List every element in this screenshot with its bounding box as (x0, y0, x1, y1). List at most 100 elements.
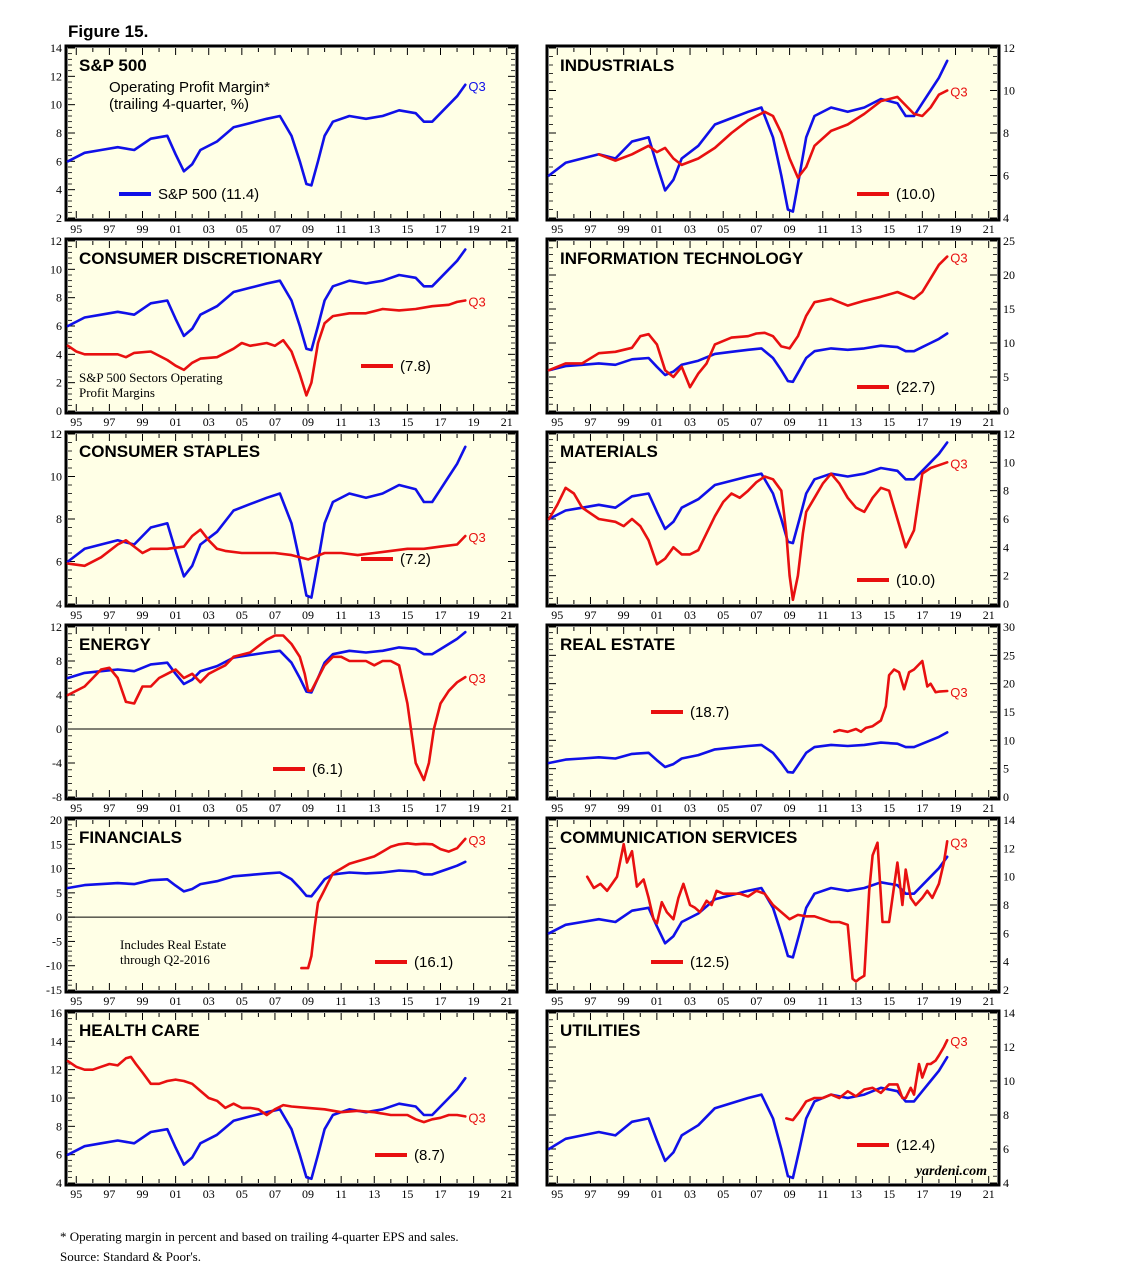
y-tick-label: 12 (50, 620, 62, 634)
x-tick-label: 03 (203, 801, 215, 815)
legend-label: (12.4) (896, 1137, 935, 1154)
x-tick-label: 99 (618, 801, 630, 815)
q3-label: Q3 (950, 85, 967, 100)
x-tick-label: 95 (551, 415, 563, 429)
y-tick-label: 15 (50, 837, 62, 851)
x-tick-label: 95 (551, 994, 563, 1008)
x-tick-label: 03 (203, 1187, 215, 1201)
x-tick-label: 19 (950, 222, 962, 236)
x-tick-label: 09 (784, 608, 796, 622)
panel-title: CONSUMER DISCRETIONARY (79, 249, 324, 268)
panel-background (549, 48, 997, 218)
legend-label: (12.5) (690, 954, 729, 971)
y-tick-label: -8 (52, 790, 62, 804)
series-line-sandp-500 (547, 441, 949, 545)
panel-frame (545, 237, 1001, 415)
x-tick-label: 95 (70, 994, 82, 1008)
x-tick-label: 19 (468, 1187, 480, 1201)
q3-label: Q3 (468, 833, 485, 848)
x-tick-label: 03 (203, 222, 215, 236)
y-tick-label: 8 (56, 126, 62, 140)
panel-consumer-staples: 95 97 99 01 03 05 07 09 11 13 15 17 19 21 4 6 8 10 12 Q3 CON… (50, 427, 519, 622)
y-tick-label: 2 (56, 211, 62, 225)
x-tick-label: 17 (435, 608, 447, 622)
x-tick-label: 01 (170, 608, 182, 622)
series-line-sandp-500 (66, 860, 467, 898)
x-tick-label: 05 (236, 222, 248, 236)
y-tick-label: 20 (1003, 677, 1015, 691)
x-tick-label: 17 (916, 801, 928, 815)
y-tick-label: 8 (1003, 898, 1009, 912)
x-tick-label: 13 (368, 415, 380, 429)
y-tick-label: 4 (56, 347, 62, 361)
panel-note: S&P 500 Sectors Operating (79, 370, 223, 385)
x-tick-label: 97 (103, 801, 115, 815)
x-tick-label: 15 (401, 801, 413, 815)
panel-information-technology: 95 97 99 01 03 05 07 09 11 13 15 17 19 210510152025Q3… (545, 234, 1015, 429)
x-axis: 95 97 99 01 03 05 07 09 11 13 15 17 19 21 (70, 434, 513, 622)
charts-grid: 95 97 99 01 03 05 07 09 11 13 15 17 19 212468101214Q3… (46, 41, 1015, 1201)
x-tick-label: 15 (401, 608, 413, 622)
x-tick-label: 01 (651, 994, 663, 1008)
panel-frame (64, 1009, 519, 1187)
y-tick-label: 6 (56, 154, 62, 168)
x-tick-label: 99 (137, 994, 149, 1008)
x-tick-label: 97 (103, 222, 115, 236)
x-tick-label: 05 (236, 1187, 248, 1201)
x-tick-label: 01 (651, 801, 663, 815)
panel-note: Includes Real Estate (120, 937, 226, 952)
panel-background (549, 241, 997, 411)
x-tick-label: 07 (750, 608, 762, 622)
x-tick-label: 03 (684, 801, 696, 815)
y-tick-label: -15 (46, 983, 62, 997)
y-tick-label: 25 (1003, 234, 1015, 248)
x-tick-label: 17 (916, 415, 928, 429)
x-tick-label: 13 (850, 222, 862, 236)
x-tick-label: 17 (916, 994, 928, 1008)
x-tick-label: 07 (750, 415, 762, 429)
q3-label: Q3 (468, 1110, 485, 1125)
x-tick-label: 13 (850, 801, 862, 815)
x-tick-label: 95 (70, 222, 82, 236)
y-tick-label: 20 (1003, 268, 1015, 282)
x-tick-label: 21 (983, 222, 995, 236)
x-tick-label: 99 (137, 1187, 149, 1201)
y-tick-label: 4 (56, 688, 62, 702)
y-tick-label: 2 (1003, 983, 1009, 997)
legend-label: (16.1) (414, 954, 453, 971)
y-tick-label: 6 (1003, 926, 1009, 940)
x-tick-label: 99 (137, 801, 149, 815)
y-tick-label: -4 (52, 756, 62, 770)
y-axis: 0 5 10 15 20 25 (549, 234, 1015, 418)
panel-title: FINANCIALS (79, 828, 182, 847)
y-axis: 0 2 4 6 8 10 12 (50, 234, 515, 418)
series-line-utilities (784, 1038, 949, 1122)
y-tick-label: 12 (50, 234, 62, 248)
series-line-financials (300, 837, 467, 970)
x-axis: 95 97 99 01 03 05 07 09 11 13 15 17 19 21 (70, 48, 513, 236)
y-tick-label: 0 (56, 910, 62, 924)
x-tick-label: 05 (717, 222, 729, 236)
x-tick-label: 11 (817, 1187, 829, 1201)
x-tick-label: 95 (551, 222, 563, 236)
x-tick-label: 11 (335, 222, 347, 236)
panel-title: HEALTH CARE (79, 1021, 200, 1040)
x-tick-label: 21 (983, 1187, 995, 1201)
x-tick-label: 07 (269, 222, 281, 236)
x-tick-label: 99 (137, 415, 149, 429)
panel-frame (64, 816, 519, 994)
y-tick-label: 10 (50, 98, 62, 112)
x-tick-label: 95 (70, 415, 82, 429)
panel-utilities: 95 97 99 01 03 05 07 09 11 13 15 17 19 21 4 6 8 10 12 14 Q3 U… (545, 1006, 1015, 1201)
y-tick-label: 14 (50, 1034, 62, 1048)
panel-title: MATERIALS (560, 442, 658, 461)
y-tick-label: 10 (50, 470, 62, 484)
y-tick-label: 4 (1003, 1176, 1009, 1190)
x-tick-label: 05 (236, 801, 248, 815)
x-tick-label: 15 (401, 1187, 413, 1201)
x-tick-label: 95 (70, 801, 82, 815)
x-tick-label: 17 (916, 1187, 928, 1201)
x-tick-label: 03 (684, 994, 696, 1008)
legend-label: (8.7) (414, 1147, 445, 1164)
y-tick-label: 8 (56, 1119, 62, 1133)
